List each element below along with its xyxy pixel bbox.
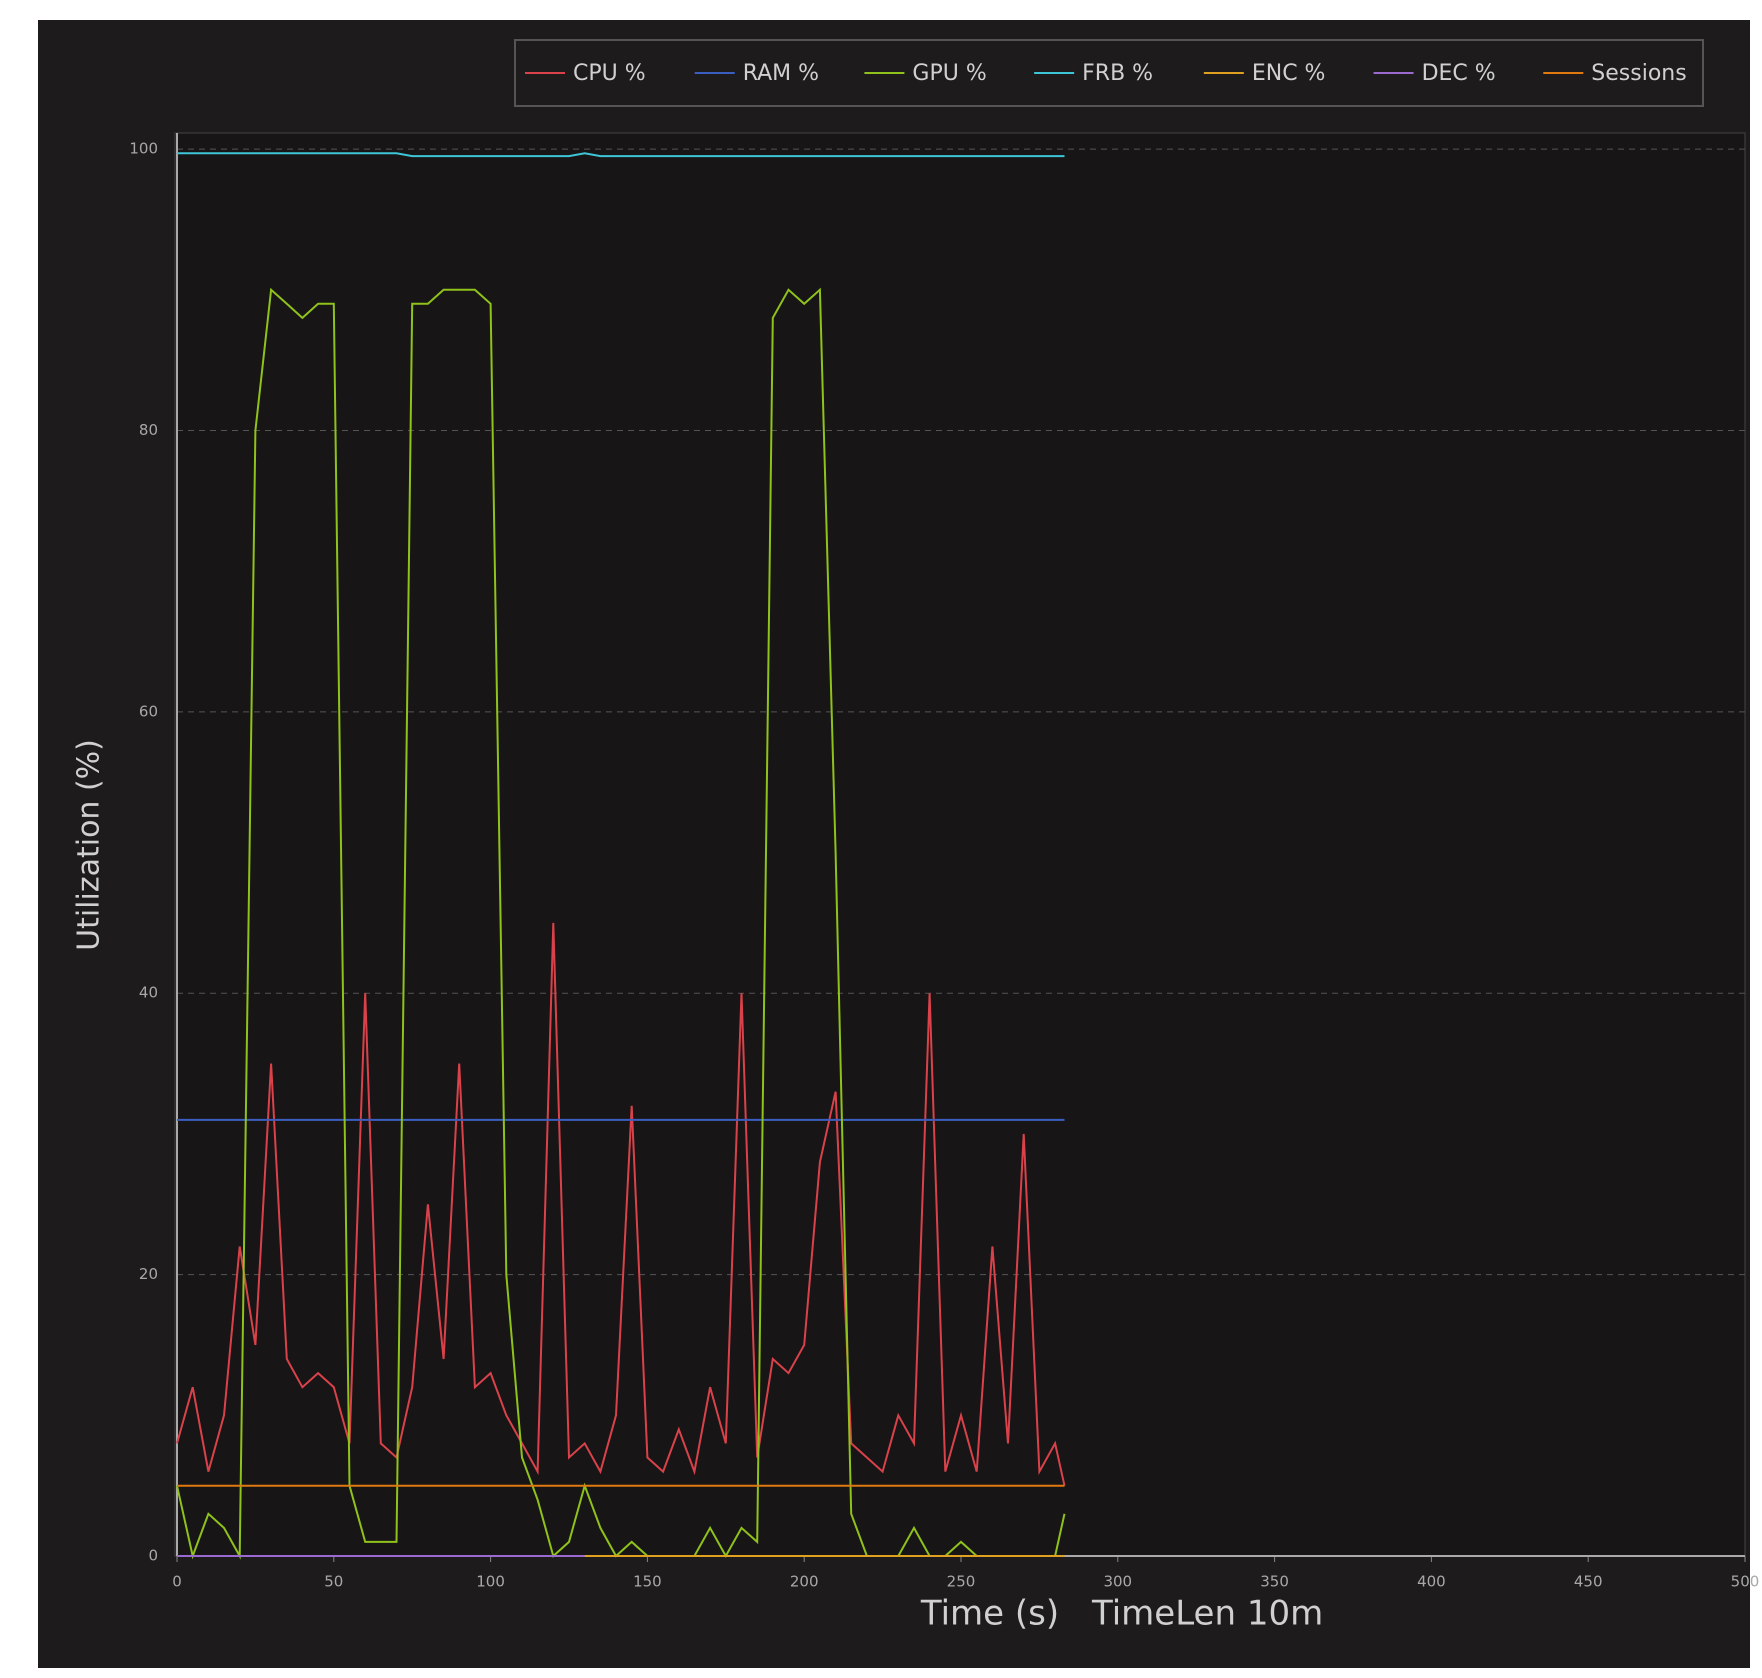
x-tick-label: 300 [1103,1573,1132,1591]
legend-label: DEC % [1422,61,1496,86]
x-axis-label: Time (s) [920,1594,1059,1634]
legend-label: GPU % [912,61,986,86]
legend-label: ENC % [1252,61,1326,86]
y-axis-label: Utilization (%) [72,739,107,951]
legend-label: CPU % [573,61,646,86]
x-tick-label: 150 [633,1573,662,1591]
legend-label: FRB % [1082,61,1153,86]
x-tick-label: 200 [790,1573,819,1591]
series-line [176,922,1066,1486]
x-tick-label: 350 [1260,1573,1289,1591]
y-tick-label: 100 [129,140,158,158]
x-tick-label: 500 [1731,1573,1760,1591]
x-tick-label: 400 [1417,1573,1446,1591]
x-tick-label: 450 [1574,1573,1603,1591]
y-tick-label: 40 [139,984,158,1002]
series-line [176,287,1066,1560]
annotation: TimeLen 10m [1091,1594,1323,1634]
y-tick-label: 80 [139,421,158,439]
y-tick-label: 60 [139,702,158,720]
plot-area [174,132,1746,1557]
x-tick-label: 250 [947,1573,976,1591]
x-tick-label: 100 [476,1573,505,1591]
y-tick-label: 20 [139,1265,158,1283]
x-tick-label: 50 [324,1573,343,1591]
y-tick-label: 0 [148,1547,158,1565]
x-tick-label: 0 [172,1573,182,1591]
legend-label: RAM % [743,61,819,86]
series-line [177,152,1065,158]
legend-label: Sessions [1591,61,1686,86]
